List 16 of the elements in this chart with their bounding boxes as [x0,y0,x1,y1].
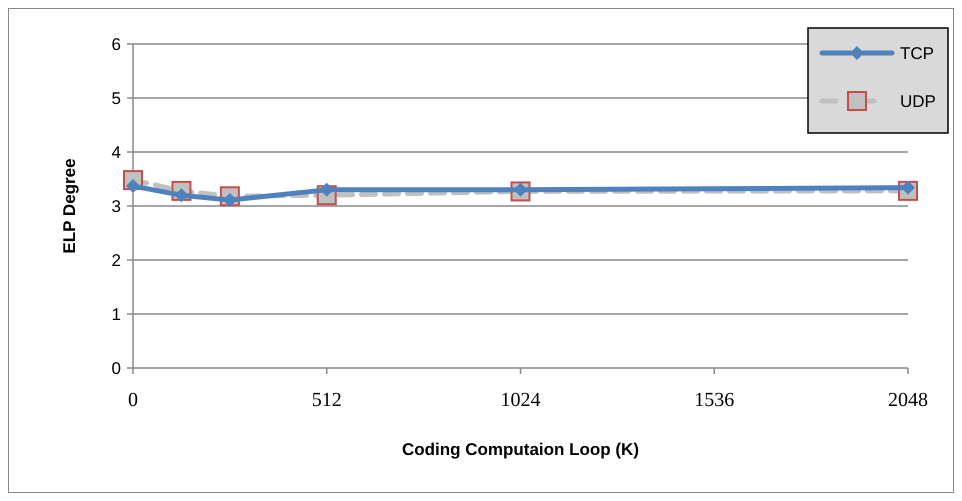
x-tick-label: 1536 [694,389,734,411]
y-tick-label: 4 [112,142,121,162]
y-tick-label: 0 [112,358,121,378]
y-tick-label: 2 [112,250,121,270]
y-tick-label: 1 [112,304,121,324]
legend-label: TCP [900,44,934,63]
x-tick-label: 0 [128,389,138,411]
x-tick-label: 512 [312,389,342,411]
x-axis-title: Coding Computaion Loop (K) [402,440,639,459]
y-tick-label: 5 [112,88,121,108]
y-tick-label: 6 [112,34,121,54]
y-tick-label: 3 [112,196,121,216]
y-axis-title: ELP Degree [60,158,79,254]
x-tick-label: 2048 [888,389,928,411]
x-tick-label: 1024 [500,389,540,411]
legend-label: UDP [900,92,936,111]
